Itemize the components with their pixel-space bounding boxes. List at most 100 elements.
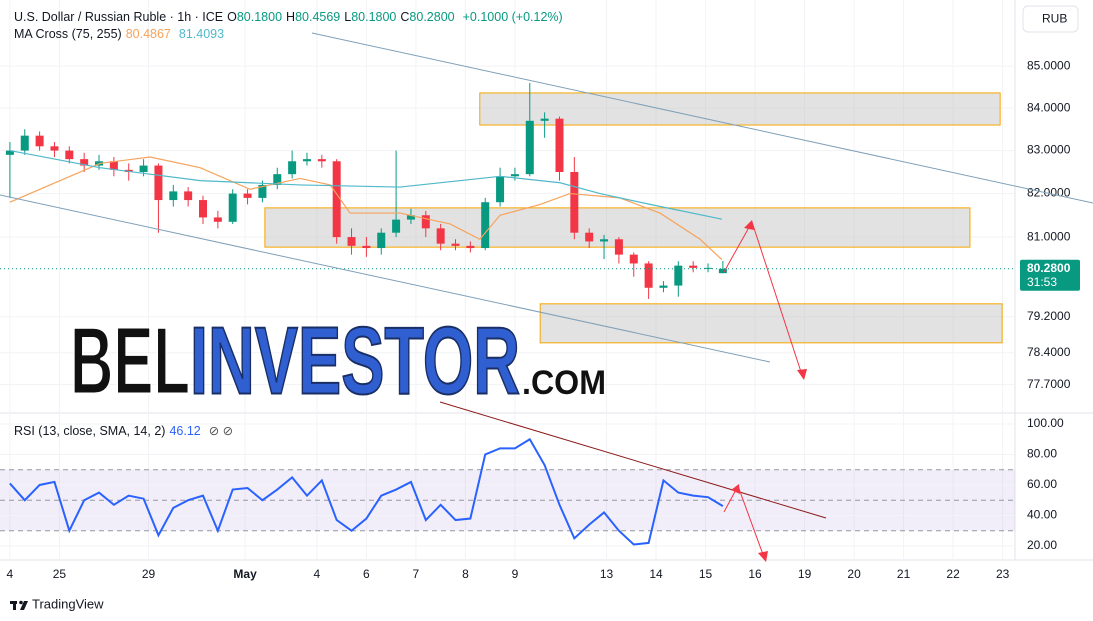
candle-body [629, 254, 638, 264]
candle-body [377, 232, 386, 249]
candle-body [659, 285, 668, 288]
channel-line [311, 32, 1093, 204]
candle-body [5, 150, 14, 155]
y-tick-label: 20.00 [1027, 538, 1057, 552]
rsi-trend-line [439, 401, 827, 519]
x-tick-label: 13 [600, 567, 614, 581]
watermark: BEL INVESTOR .COM [69, 306, 606, 415]
x-tick-label: 7 [413, 567, 420, 581]
candle-body [674, 265, 683, 286]
ohlc-key: H [286, 10, 296, 24]
ma-last: 80.4867 [125, 27, 171, 41]
y-tick-label: 60.00 [1027, 477, 1057, 491]
currency-label[interactable]: RUB [1042, 12, 1067, 26]
change: +0.1000 (+0.12%) [462, 10, 563, 24]
candle-body [585, 232, 594, 242]
watermark-text: INVESTOR [190, 307, 520, 414]
y-tick-label: 84.0000 [1027, 100, 1071, 114]
x-tick-label: 23 [996, 567, 1010, 581]
candle-body [288, 161, 297, 175]
zone [479, 92, 1001, 126]
candle-body [451, 243, 460, 246]
x-tick-label: 20 [847, 567, 861, 581]
candle-body [689, 265, 698, 268]
candle-body [258, 184, 267, 198]
candle-body [273, 174, 282, 185]
branding: TradingView [32, 596, 104, 611]
ohlc-key: L [344, 10, 352, 24]
candle-body [481, 202, 490, 249]
y-tick-label: 82.0000 [1027, 186, 1071, 200]
rsi-line [9, 437, 724, 546]
candle-body [184, 191, 193, 201]
ohlc-value: 80.2800 [409, 10, 455, 24]
y-tick-label: 79.2000 [1027, 309, 1071, 323]
y-tick-label: 81.0000 [1027, 229, 1071, 243]
ohlc-value: 80.4569 [295, 10, 341, 24]
candle-body [20, 135, 29, 151]
candle-body [213, 217, 222, 222]
y-tick-label: 83.0000 [1027, 143, 1071, 157]
rsi-legend: RSI (13, close, SMA, 14, 2) 46.12 ⊘ ⊘ [14, 423, 237, 438]
drawings [0, 32, 1093, 562]
watermark-text: BEL [70, 307, 190, 414]
x-tick-label: 19 [798, 567, 812, 581]
y-tick-label: 85.0000 [1027, 58, 1071, 72]
x-tick-label: 16 [748, 567, 762, 581]
plot: 4 25 29 May 4 6 7 8 9 13 14 15 16 19 20 21 22 23 85.0000 84… [0, 0, 1093, 581]
icons: ⊘ ⊘ [208, 424, 234, 438]
last-price-box [1020, 259, 1080, 291]
candle-body [169, 191, 178, 201]
rsi-title: RSI (13, close, SMA, 14, 2) [14, 424, 166, 438]
x-tick-label: 14 [649, 567, 663, 581]
candle-body [540, 118, 549, 121]
candle-body [510, 174, 519, 177]
x-tick-label: 21 [897, 567, 911, 581]
rsi-value: 46.12 [169, 424, 204, 438]
ohlc: O80.1800 H80.4569 L80.1800 C80.2800 [227, 10, 459, 24]
candle-body [496, 176, 505, 203]
candle-body [35, 135, 44, 147]
candle-body [50, 146, 59, 151]
candle-body [347, 237, 356, 246]
candle-body [718, 268, 727, 274]
x-tick-label: 4 [7, 567, 14, 581]
ohlc-key: O [227, 10, 237, 24]
candle-body [65, 150, 74, 160]
candle-body [243, 193, 252, 198]
candle-body [421, 215, 430, 229]
y-tick-label: 77.7000 [1027, 377, 1071, 391]
last-price-label: 80.2800 [1027, 261, 1071, 275]
candle-body [139, 165, 148, 173]
y-tick-label: 100.00 [1027, 416, 1064, 430]
ohlc-key: C [400, 10, 410, 24]
candle-body [644, 263, 653, 288]
candle-body [392, 219, 401, 233]
candle-body [317, 159, 326, 162]
candle-body [199, 200, 207, 218]
candle-body [109, 161, 118, 170]
watermark-text: .COM [522, 364, 606, 402]
moving-average [9, 149, 723, 220]
x-tick-label: 15 [699, 567, 713, 581]
channel-line [0, 194, 771, 363]
zone [539, 303, 1003, 344]
ohlc-value: 80.1800 [351, 10, 397, 24]
candle-body [80, 159, 89, 166]
x-tick-label: 22 [946, 567, 960, 581]
x-tick-label: 9 [512, 567, 519, 581]
arrow-head [744, 220, 754, 230]
ma-last: 81.4093 [178, 27, 225, 41]
symbol-title: U.S. Dollar / Russian Ruble · 1h · ICE [14, 10, 224, 24]
currency-button[interactable] [1022, 5, 1079, 33]
candle-body [406, 215, 415, 220]
candle-body [332, 161, 341, 238]
y-tick-label: 40.00 [1027, 508, 1057, 522]
candle-body [525, 120, 534, 175]
candle-body [436, 228, 445, 244]
candle-body [600, 239, 609, 242]
ohlc-value: 80.1800 [236, 10, 283, 24]
x-tick-label: 4 [314, 567, 321, 581]
